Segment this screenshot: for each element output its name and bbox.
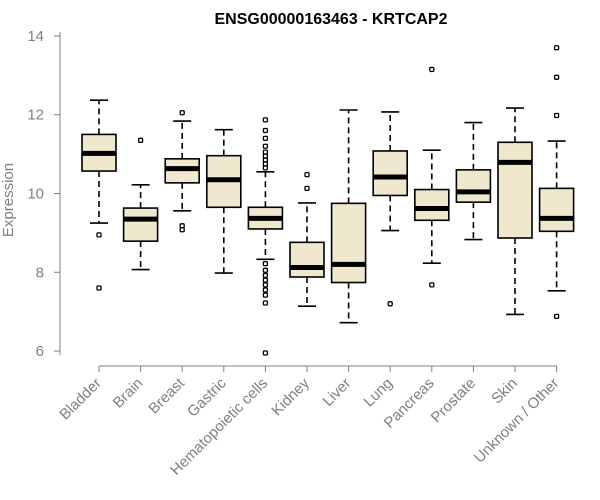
x-tick-label: Liver xyxy=(319,375,354,410)
box-hematopoietic-cells xyxy=(247,117,284,356)
outlier-point xyxy=(304,185,310,192)
box-gastric xyxy=(206,128,242,274)
iqr-box xyxy=(497,141,533,239)
outlier-point xyxy=(262,117,269,123)
outlier-point xyxy=(262,260,269,267)
x-tick-label: Brain xyxy=(110,375,147,412)
outlier-point xyxy=(262,135,269,142)
chart-title: ENSG00000163463 - KRTCAP2 xyxy=(214,11,447,28)
y-axis-ticks: 6 8 10 12 14 xyxy=(27,28,60,360)
y-tick-label: 6 xyxy=(36,343,44,360)
y-tick-label: 8 xyxy=(36,264,44,281)
outlier-point xyxy=(553,45,560,51)
outlier-point xyxy=(262,282,269,288)
outlier-point xyxy=(179,227,185,233)
x-tick-label: Bladder xyxy=(56,375,105,424)
box-series xyxy=(81,45,575,356)
iqr-box xyxy=(289,241,325,278)
iqr-box xyxy=(413,188,450,222)
outlier-point xyxy=(262,143,269,149)
box-skin xyxy=(497,107,533,316)
outlier-point xyxy=(179,110,185,116)
x-tick-label: Breast xyxy=(145,374,188,417)
outlier-point xyxy=(262,287,269,293)
outlier-point xyxy=(262,165,269,171)
outlier-point xyxy=(553,74,560,80)
iqr-box xyxy=(538,187,575,233)
outlier-point xyxy=(429,282,435,288)
y-tick-label: 14 xyxy=(27,28,44,45)
box-lung xyxy=(372,111,409,307)
iqr-box xyxy=(455,169,492,203)
x-tick-label: Lung xyxy=(360,375,396,411)
box-unknown-other xyxy=(538,45,575,320)
box-liver xyxy=(330,109,367,324)
outlier-point xyxy=(429,66,435,73)
box-breast xyxy=(164,110,200,233)
x-tick-label: Skin xyxy=(488,375,521,408)
outlier-point xyxy=(304,171,310,178)
outlier-point xyxy=(137,137,144,143)
outlier-point xyxy=(553,313,560,320)
y-tick-label: 10 xyxy=(27,186,44,203)
x-tick-label: Prostate xyxy=(428,375,480,427)
outlier-point xyxy=(96,232,102,238)
outlier-point xyxy=(262,127,269,134)
outlier-point xyxy=(553,112,560,119)
x-tick-label: Kidney xyxy=(268,374,313,419)
outlier-point xyxy=(262,300,269,306)
box-brain xyxy=(122,137,159,271)
outlier-point xyxy=(262,292,269,298)
box-bladder xyxy=(81,99,117,291)
outlier-point xyxy=(96,285,102,291)
outlier-point xyxy=(387,301,393,307)
y-tick-label: 12 xyxy=(27,107,44,124)
iqr-box xyxy=(330,202,367,284)
box-pancreas xyxy=(413,66,450,288)
iqr-box xyxy=(122,207,159,242)
outlier-point xyxy=(262,272,269,279)
box-kidney xyxy=(289,171,325,307)
iqr-box xyxy=(372,150,409,197)
outlier-point xyxy=(262,267,269,273)
outlier-point xyxy=(262,277,269,283)
y-axis-label: Expression xyxy=(0,163,17,237)
outlier-point xyxy=(262,350,269,356)
box-prostate xyxy=(455,121,492,241)
